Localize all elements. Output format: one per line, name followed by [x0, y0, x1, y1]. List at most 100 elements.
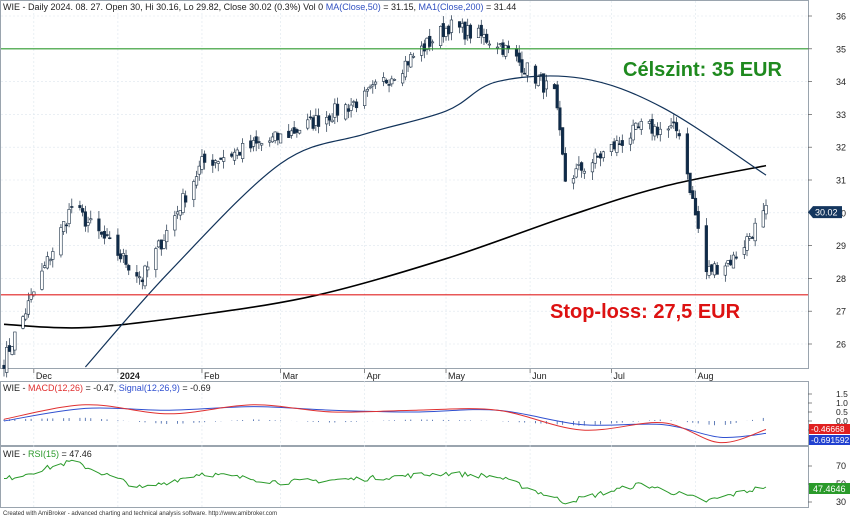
candle-body-up [544, 80, 548, 90]
price-tick-label: 29 [836, 241, 846, 251]
candle-body-up [403, 60, 407, 78]
candle [715, 262, 719, 275]
last-price-badge-shape [808, 206, 842, 219]
candle [631, 119, 635, 144]
candle [411, 52, 416, 59]
rsi-value-label: 47.4646 [813, 484, 846, 494]
candle-body-up [582, 170, 586, 174]
candle [590, 159, 595, 180]
candle-body-down [468, 24, 473, 39]
candle-body-up [487, 43, 492, 46]
candle-body-up [525, 62, 529, 76]
rsi-tick-label: 30 [836, 497, 846, 507]
candle [64, 222, 68, 234]
macd-value-badge [809, 424, 850, 434]
candle [615, 135, 619, 157]
candle [582, 168, 586, 179]
ma50-line [84, 75, 767, 368]
x-tick-label: Feb [204, 371, 220, 381]
candle [571, 175, 576, 190]
candle [162, 234, 166, 250]
candle [696, 205, 700, 234]
candle [83, 205, 87, 232]
rsi-legend-value: = 47.46 [59, 449, 92, 459]
candle-body-up [67, 209, 71, 224]
ma50-legend-value: = 31.15, [381, 2, 419, 12]
candle-body-down [108, 237, 112, 240]
candle [485, 29, 489, 45]
macd-tick-label: 1.0 [836, 398, 848, 408]
rsi-line [3, 459, 767, 505]
candle-body-down [102, 230, 106, 239]
candle-body-down [335, 103, 340, 116]
candle-body-up [731, 254, 736, 269]
candle-body-up [712, 263, 717, 276]
candle-body-down [463, 21, 467, 40]
macd-panel [0, 381, 809, 446]
candle-body-down [387, 84, 391, 86]
price-tick-label: 28 [836, 274, 846, 284]
footer-credit: Created with AmiBroker - advanced charti… [3, 511, 277, 517]
price-tick-label: 33 [836, 110, 846, 120]
candle [639, 118, 643, 135]
candle [24, 308, 28, 322]
x-tick-label: Aug [697, 371, 713, 381]
candle [105, 228, 109, 238]
candle [704, 218, 708, 280]
header-prefix: WIE - Daily 2024. 08. 27. Open 30, Hi 30… [3, 2, 326, 12]
macd-legend: MACD(12,26) [28, 383, 83, 393]
candle-body-up [137, 276, 142, 279]
candle-body-down [514, 48, 519, 57]
candle [325, 111, 329, 132]
candle [363, 86, 367, 109]
price-tick-label: 35 [836, 44, 846, 54]
candle-body-up [536, 76, 540, 86]
candle-body-up [330, 119, 334, 122]
candle-body-up [325, 117, 329, 125]
candle-body-up [430, 41, 435, 44]
moving-averages [3, 75, 767, 368]
rsi-panel [0, 446, 809, 508]
candle [438, 25, 443, 49]
candle [734, 251, 738, 260]
candle [658, 121, 662, 142]
candle [544, 74, 548, 97]
candlesticks [2, 15, 768, 378]
candle-body-up [62, 221, 66, 232]
candle-body-up [194, 176, 199, 186]
candle-body-down [710, 264, 714, 272]
candle-body-up [10, 346, 14, 355]
candle-body-up [609, 143, 614, 153]
candle-body-down [257, 141, 261, 143]
candle-body-down [655, 126, 660, 136]
ma50-legend: MA(Close,50) [326, 2, 381, 12]
candle [67, 203, 71, 228]
candle [124, 249, 128, 269]
chart-header: WIE - Daily 2024. 08. 27. Open 30, Hi 30… [3, 2, 516, 12]
candle [21, 315, 25, 330]
signal-legend: Signal(12,26,9) [119, 383, 180, 393]
candle-body-up [495, 46, 500, 49]
candle-body-up [165, 230, 169, 243]
candle-body-up [748, 236, 752, 239]
candle-body-up [278, 133, 283, 144]
candle [387, 79, 391, 93]
candle [580, 161, 584, 178]
x-tick-label: Jul [613, 371, 625, 381]
candle [620, 134, 624, 153]
candle [428, 28, 432, 52]
candle-body-down [636, 126, 641, 129]
macd-tick-label: 1.5 [836, 389, 848, 399]
candle [121, 248, 125, 264]
candle-body-up [761, 210, 765, 228]
candle-body-up [344, 104, 348, 120]
candle-body-up [270, 136, 275, 143]
candle-body-down [230, 153, 234, 157]
candle-body-up [192, 181, 196, 200]
candle-body-up [460, 23, 464, 28]
candle [561, 127, 565, 156]
candle [536, 74, 540, 87]
candle-body-down [100, 231, 104, 235]
candle-body-down [428, 35, 432, 47]
